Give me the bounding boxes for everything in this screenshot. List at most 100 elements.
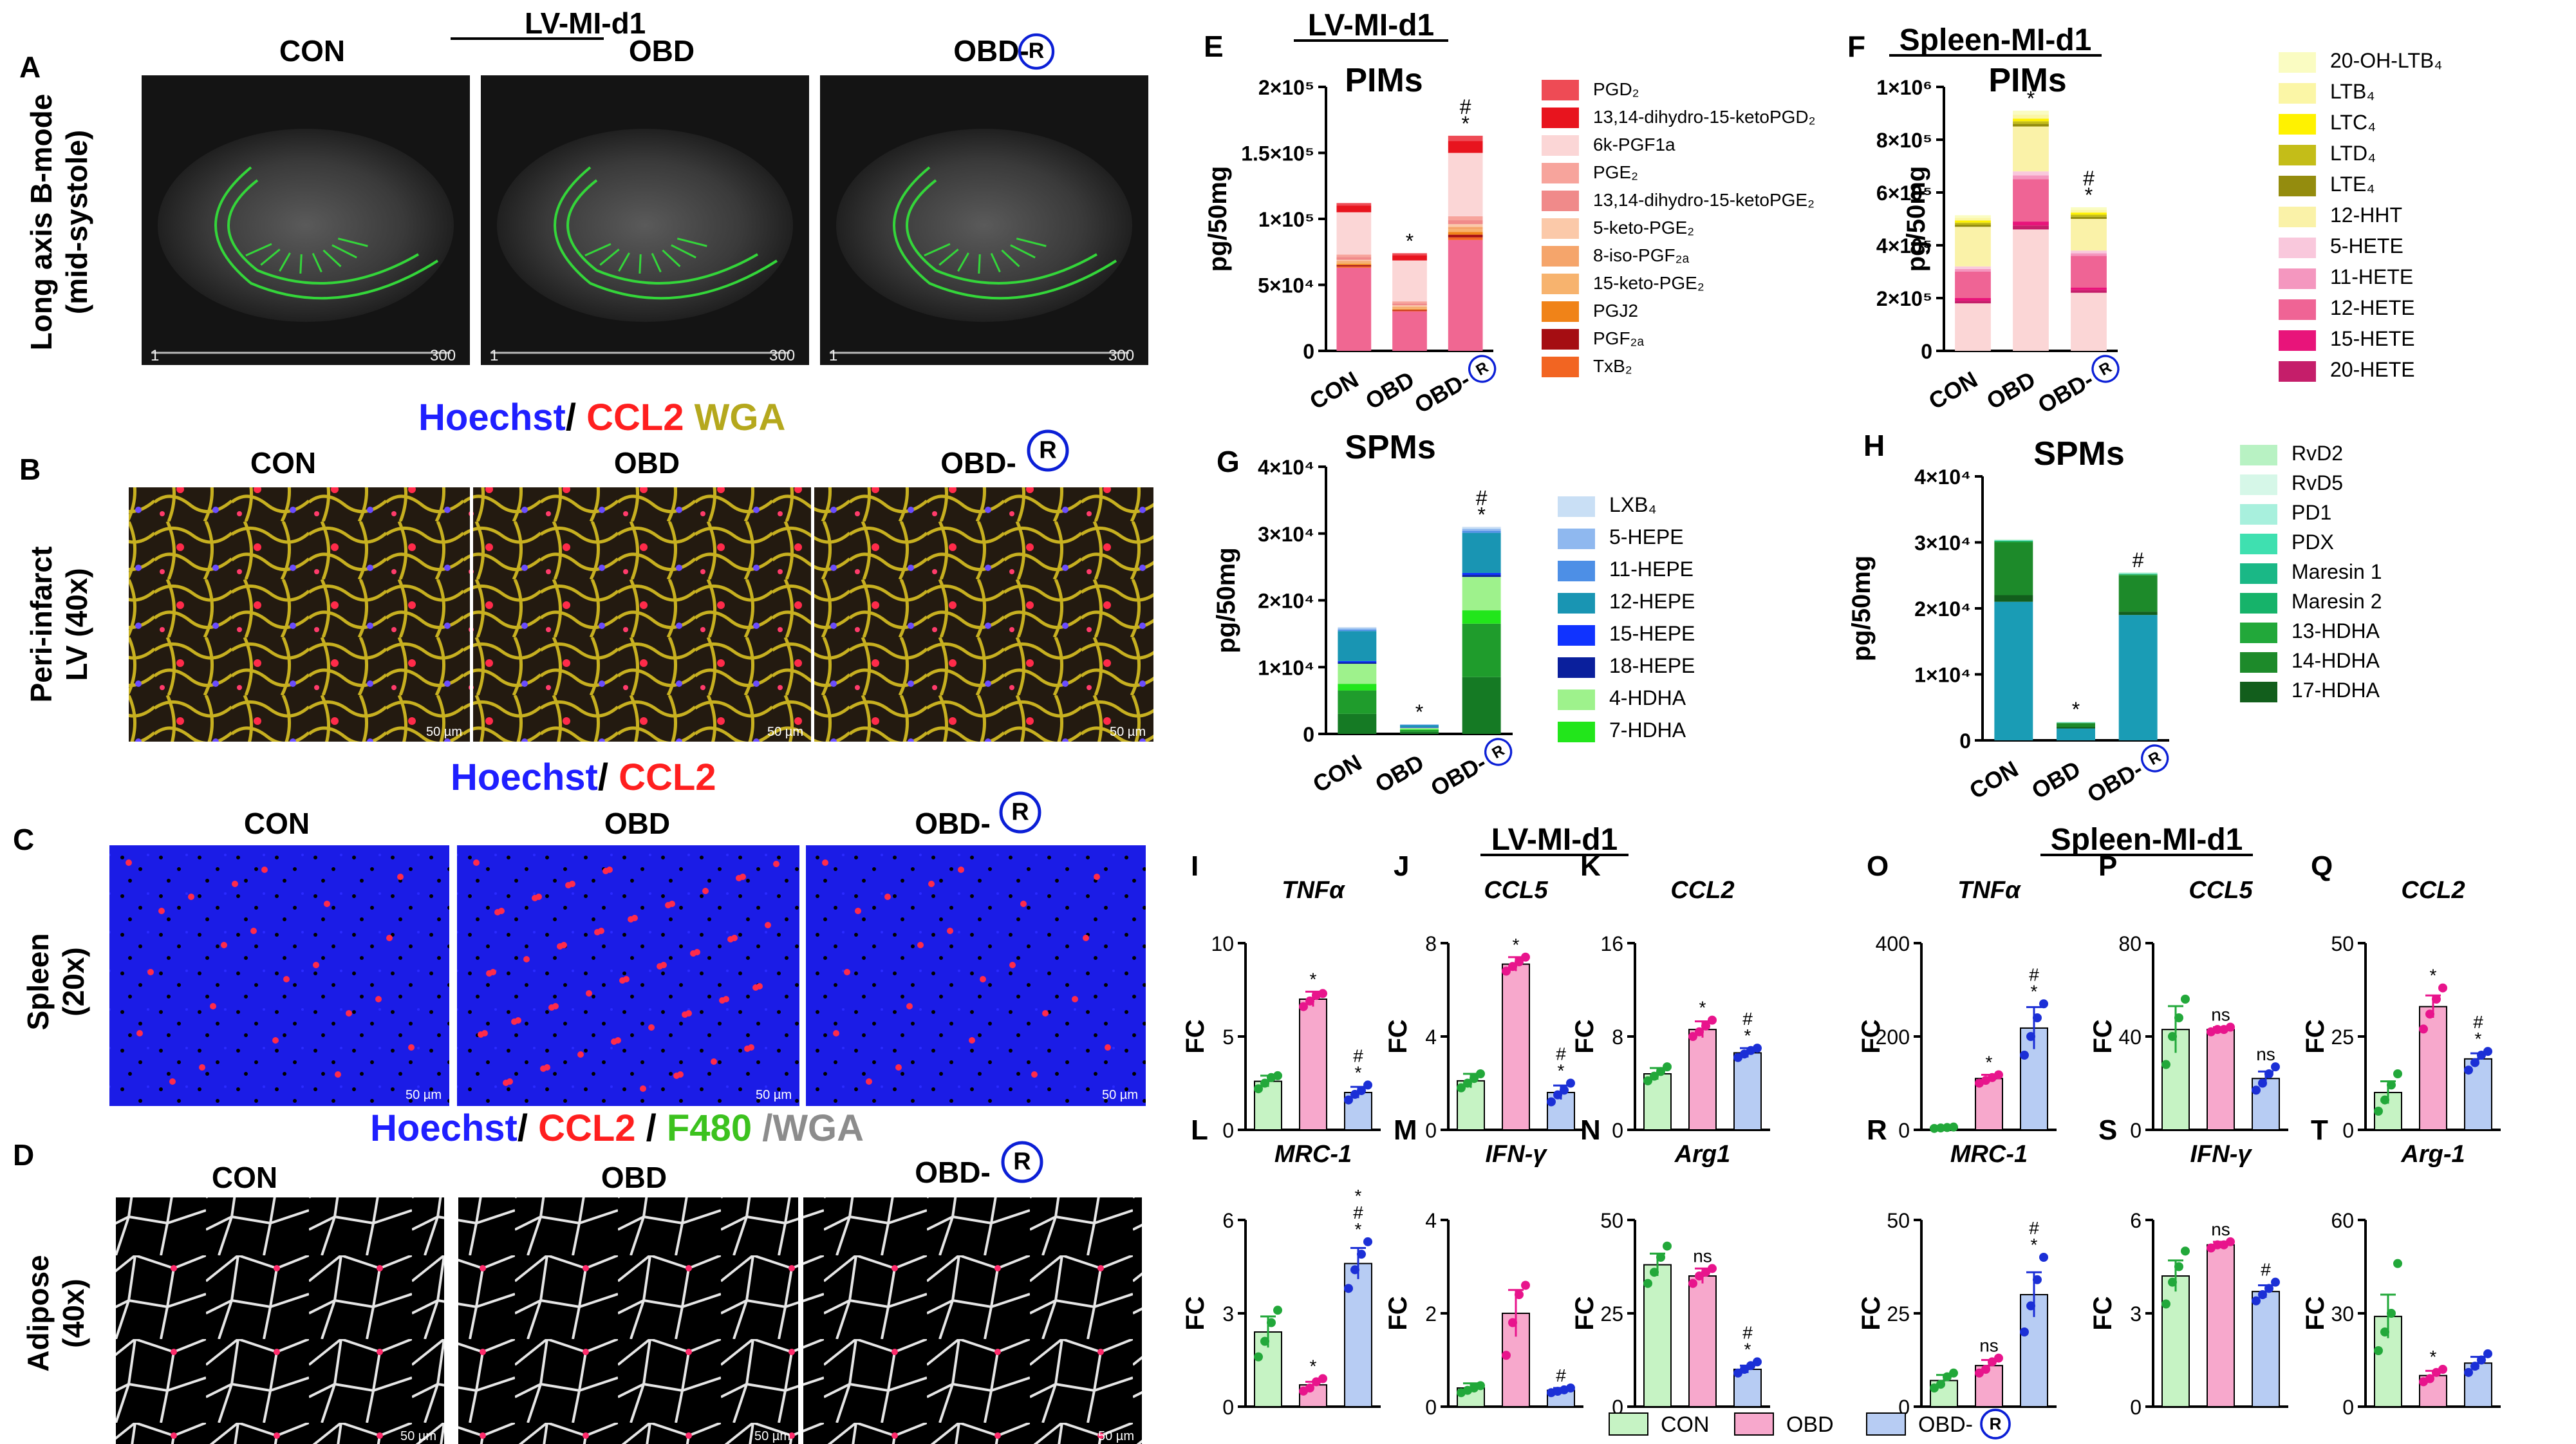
- y-tick-label: 0: [1425, 1396, 1437, 1419]
- stain-name: [684, 397, 695, 438]
- data-point: [1981, 1365, 1990, 1374]
- legend-swatch: [1558, 722, 1595, 742]
- legend-entry: 5-HEPE: [1609, 525, 1684, 549]
- panel-letter: J: [1394, 850, 1409, 882]
- significance-mark: ns: [2256, 1044, 2275, 1064]
- data-point: [1949, 1122, 1958, 1132]
- lv-contour: [227, 179, 419, 285]
- y-axis-label: FC: [2301, 1296, 2329, 1330]
- data-point: [1254, 1084, 1263, 1094]
- stain-legend: Hoechst/ CCL2 WGA: [418, 397, 785, 438]
- stain-name: F480: [667, 1107, 752, 1149]
- stack-segment: [1400, 729, 1439, 730]
- if-spleen-image: [457, 845, 799, 1106]
- stack-segment: [2118, 615, 2158, 740]
- significance-mark: *: [1986, 1052, 1993, 1072]
- legend-entry: 14-HDHA: [2291, 649, 2380, 672]
- stack-segment: [1462, 527, 1501, 529]
- stack-segment: [1448, 229, 1483, 232]
- data-point: [2161, 1299, 2170, 1309]
- scale-bar-label: 50 µm: [406, 1088, 442, 1102]
- data-point: [1936, 1380, 1945, 1389]
- group-label: CON: [212, 1161, 277, 1194]
- ccl2-dot: [540, 1065, 546, 1072]
- significance-mark: #: [2133, 549, 2144, 572]
- stain-name: CCL2: [619, 756, 716, 798]
- data-point: [2168, 1277, 2177, 1287]
- stack-segment: [1462, 577, 1501, 611]
- data-point: [1502, 966, 1511, 976]
- lv-contour: [566, 179, 758, 285]
- r-letter: R: [2096, 359, 2115, 379]
- scale-start: 1: [829, 347, 837, 364]
- ccl2-dot: [947, 928, 953, 934]
- gene-title: CCL5: [2189, 877, 2253, 904]
- y-tick-label: 50: [1887, 1209, 1910, 1232]
- legend-entry: Maresin 1: [2291, 560, 2382, 583]
- scale-bar-label: 50 µm: [426, 725, 462, 739]
- ccl2-dot: [702, 888, 709, 894]
- significance-mark: #: [2029, 964, 2039, 984]
- significance-mark: ns: [1693, 1246, 1712, 1266]
- ccl2-dot: [1094, 874, 1100, 880]
- data-point: [2039, 1253, 2048, 1262]
- data-point: [2380, 1095, 2389, 1105]
- y-tick-label: 2×10⁵: [1258, 76, 1314, 99]
- data-point: [1943, 1123, 1952, 1132]
- ccl2-dot: [1042, 1010, 1049, 1017]
- legend-entry: 13,14-dihydro-15-ketoPGD₂: [1593, 107, 1816, 127]
- stack-segment: [2118, 574, 2158, 575]
- scale-bar-label: 50 µm: [400, 1429, 436, 1443]
- ccl2-dot: [503, 1080, 509, 1086]
- data-point: [2039, 999, 2048, 1009]
- legend-swatch: [1558, 561, 1595, 581]
- panel-letter: E: [1204, 30, 1224, 63]
- legend-entry: 18-HEPE: [1609, 654, 1695, 677]
- ccl2-dot: [1072, 996, 1078, 1002]
- echo-field: [836, 129, 1132, 322]
- ccl2-dot: [324, 901, 330, 907]
- scale-bar-label: 50 µm: [1102, 1088, 1138, 1102]
- motion-vector: [924, 243, 951, 257]
- r-letter: R: [1039, 436, 1056, 464]
- if-lv-image: [129, 487, 470, 742]
- r-circle-icon: [1980, 1409, 2011, 1439]
- r-letter: R: [2145, 748, 2164, 769]
- significance-mark: *: [1310, 969, 1317, 989]
- data-point: [2374, 1107, 2383, 1116]
- data-point: [1521, 1280, 1530, 1290]
- y-tick-label: 4×10⁵: [1876, 234, 1932, 258]
- stack-segment: [1448, 234, 1483, 238]
- stack-segment: [1462, 572, 1501, 576]
- legend-swatch: [1734, 1412, 1774, 1436]
- row-label: Long axis B-mode: [24, 94, 58, 351]
- legend-swatch: [1558, 657, 1595, 678]
- data-point: [1753, 1044, 1762, 1053]
- data-point: [1254, 1352, 1263, 1362]
- legend-swatch: [2240, 563, 2277, 584]
- data-point: [1363, 1237, 1372, 1246]
- legend-entry: LTE₄: [2330, 173, 2375, 196]
- data-point: [1936, 1123, 1945, 1133]
- legend-swatch: [1558, 593, 1595, 614]
- data-point: [2393, 1259, 2402, 1268]
- stack-segment: [1392, 260, 1427, 302]
- legend-entry: 20-OH-LTB₄: [2330, 49, 2442, 72]
- y-tick-label: 5×10⁴: [1258, 274, 1314, 297]
- legend-entry: 15-keto-PGE₂: [1593, 273, 1704, 293]
- stack-segment: [2013, 229, 2049, 351]
- y-tick-label: 0: [1303, 723, 1314, 746]
- group-label: OBD: [614, 446, 680, 480]
- ccl2-dot: [548, 1004, 555, 1011]
- data-point: [2264, 1284, 2273, 1293]
- data-point: [1650, 1071, 1659, 1081]
- significance-mark: #: [1353, 1045, 1363, 1065]
- significance-mark: *: [1744, 1026, 1751, 1045]
- y-tick-label: 400: [1876, 932, 1910, 955]
- y-tick-label: 0: [2130, 1119, 2142, 1142]
- significance-mark: ns: [1979, 1336, 1999, 1356]
- stack-segment: [2013, 175, 2049, 180]
- echo-field: [497, 129, 793, 322]
